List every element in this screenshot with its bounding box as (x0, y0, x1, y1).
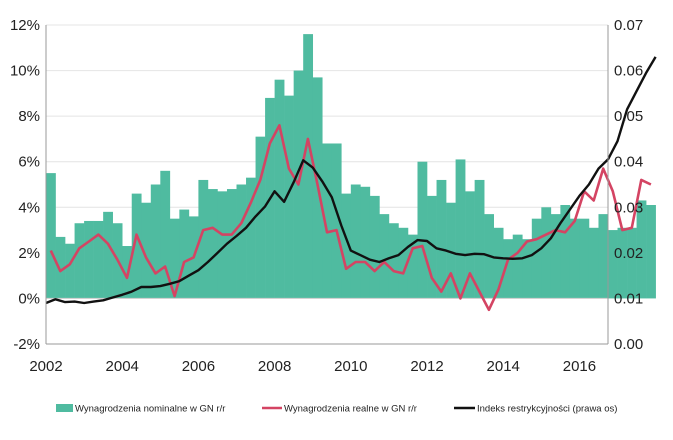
x-tick: 2014 (487, 358, 520, 375)
bar-nominal (417, 161, 428, 299)
x-tick: 2004 (106, 358, 139, 375)
y-tick-left: 4% (18, 199, 40, 216)
bar-nominal (84, 220, 94, 299)
legend-label-index: Indeks restrykcyjności (prawa os) (477, 404, 617, 415)
y-tick-left: 6% (18, 154, 40, 171)
bar-nominal (598, 214, 609, 299)
y-tick-left: 8% (18, 108, 40, 125)
bar-nominal (531, 218, 542, 299)
y-tick-right: 0.04 (614, 154, 643, 171)
bar-nominal (141, 202, 152, 299)
y-tick-left: 0% (18, 290, 40, 307)
bar-nominal (560, 205, 571, 299)
bar-nominal (350, 184, 361, 299)
x-tick: 2002 (29, 358, 62, 375)
bars-nominal (46, 34, 656, 299)
lines (45, 56, 657, 312)
y-tick-right: 0.06 (614, 63, 643, 80)
bar-nominal (169, 218, 180, 299)
bar-nominal (55, 236, 66, 299)
y-tick-right: 0.03 (614, 199, 643, 216)
x-tick: 2006 (182, 358, 215, 375)
bar-nominal (65, 243, 75, 299)
y-tick-right: 0.02 (614, 245, 643, 262)
bar-nominal (236, 184, 247, 299)
legend-item-index: Indeks restrykcyjności (prawa os) (454, 404, 617, 415)
bar-nominal (569, 218, 580, 299)
bar-nominal (588, 227, 599, 299)
bar-nominal (503, 239, 514, 299)
bar-nominal (160, 170, 171, 299)
bar-nominal (550, 214, 561, 299)
y-tick-left: -2% (13, 336, 40, 353)
bar-nominal (446, 202, 456, 299)
bar-nominal (217, 191, 228, 299)
y-tick-right: 0.07 (614, 17, 643, 34)
bar-nominal (103, 211, 113, 299)
bar-nominal (179, 209, 190, 299)
y-tick-right: 0.01 (614, 290, 643, 307)
bar-nominal (427, 195, 437, 299)
bar-nominal (608, 230, 618, 299)
x-tick: 2010 (334, 358, 367, 375)
bar-nominal (398, 227, 409, 299)
bar-nominal (579, 218, 590, 299)
bar-nominal (493, 227, 504, 299)
bar-nominal (246, 177, 256, 299)
bar-nominal (455, 159, 466, 299)
bar-nominal (303, 34, 314, 299)
bar-nominal (341, 193, 352, 299)
bar-nominal (646, 205, 656, 299)
bar-nominal (198, 179, 209, 299)
bar-nominal (255, 136, 266, 299)
axes (45, 25, 609, 345)
series-line-real (49, 124, 652, 312)
series-line-index (45, 56, 657, 305)
bar-nominal (627, 227, 637, 299)
bar-nominal (150, 184, 161, 299)
bar-nominal (407, 234, 418, 299)
bar-nominal (274, 79, 285, 299)
bar-nominal (522, 239, 533, 299)
y-tick-left: 10% (10, 63, 40, 80)
bar-nominal (331, 143, 342, 299)
bar-nominal (379, 214, 390, 299)
bar-nominal (207, 189, 218, 299)
bar-nominal (226, 189, 237, 299)
y-tick-right: 0.00 (614, 336, 643, 353)
x-tick: 2012 (410, 358, 443, 375)
bar-nominal (46, 173, 56, 299)
bar-nominal (322, 143, 333, 299)
y-tick-left: 2% (18, 245, 40, 262)
bar-nominal (436, 179, 447, 299)
legend-label-real: Wynagrodzenia realne w GN r/r (284, 404, 417, 415)
bar-nominal (360, 186, 371, 299)
bar-nominal (474, 179, 485, 299)
legend-swatch-nominal (56, 404, 73, 412)
legend-item-real: Wynagrodzenia realne w GN r/r (262, 404, 417, 415)
x-tick: 2016 (563, 358, 596, 375)
legend-item-nominal: Wynagrodzenia nominalne w GN r/r (56, 404, 225, 415)
bar-nominal (512, 234, 523, 299)
y-tick-left: 12% (10, 17, 40, 34)
bar-nominal (284, 95, 294, 299)
tick-labels: -2% 0% 2% 4% 6% 8% 10% 12% 0.00 0.01 0.02 0.03 0.04 0… (10, 17, 643, 375)
bar-nominal (541, 207, 552, 299)
bar-nominal (388, 223, 399, 299)
bar-nominal (617, 227, 628, 299)
bar-nominal (74, 223, 85, 299)
y-tick-right: 0.05 (614, 108, 643, 125)
legend-label-nominal: Wynagrodzenia nominalne w GN r/r (75, 404, 225, 415)
x-tick: 2008 (258, 358, 291, 375)
bar-nominal (93, 220, 104, 299)
bar-nominal (636, 200, 647, 299)
bar-nominal (131, 193, 142, 299)
bar-nominal (369, 195, 380, 299)
legend: Wynagrodzenia nominalne w GN r/r Wynagro… (56, 404, 617, 415)
bar-nominal (465, 191, 475, 299)
